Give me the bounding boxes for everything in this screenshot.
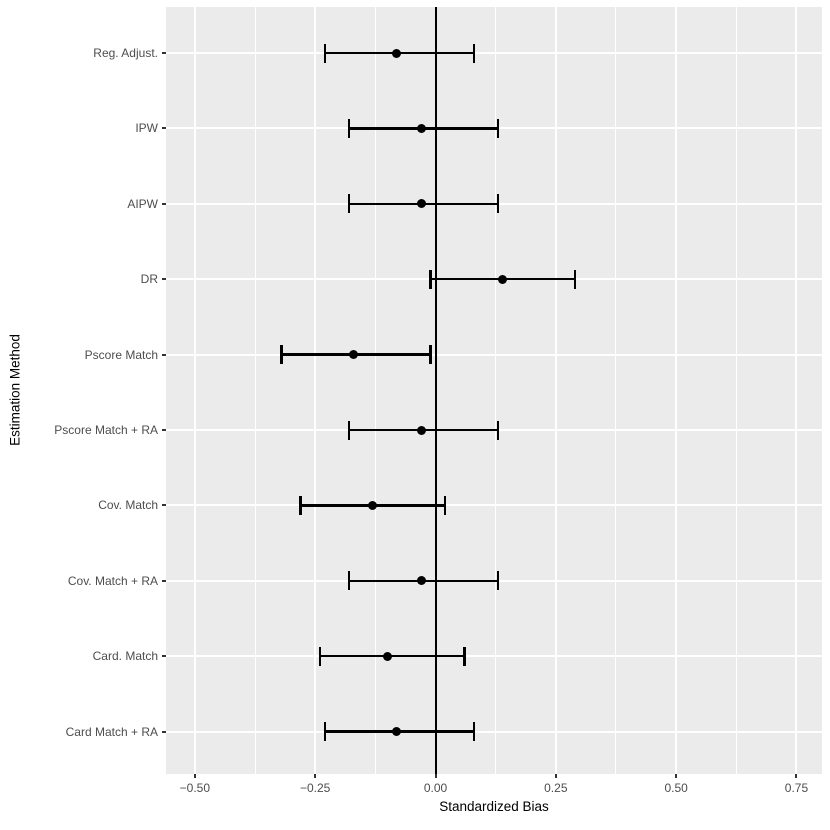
y-axis-tick	[162, 52, 166, 54]
point-estimate	[416, 123, 426, 133]
confidence-interval-cap-left	[280, 345, 283, 365]
y-tick-label: Cov. Match + RA	[67, 573, 158, 588]
gridline-vertical-major	[675, 7, 678, 774]
gridline-horizontal-major	[166, 730, 822, 733]
gridline-vertical-minor	[374, 7, 376, 774]
confidence-interval-cap-left	[318, 646, 322, 666]
confidence-interval-line	[319, 654, 465, 658]
confidence-interval-cap-right	[472, 43, 476, 63]
confidence-interval-cap-left	[347, 194, 351, 214]
gridline-vertical-minor	[254, 7, 256, 774]
y-axis-tick	[162, 353, 166, 356]
confidence-interval-cap-left	[429, 269, 432, 289]
point-estimate	[416, 199, 426, 209]
gridline-horizontal-major	[166, 52, 822, 54]
point-estimate	[382, 651, 392, 661]
y-axis-tick	[162, 429, 166, 431]
y-axis-tick	[162, 504, 166, 507]
y-axis-tick	[162, 202, 166, 205]
gridline-horizontal-major	[166, 655, 822, 658]
confidence-interval-cap-right	[472, 722, 476, 742]
gridline-vertical-minor	[735, 7, 737, 774]
y-tick-label: Cov. Match	[98, 498, 158, 513]
x-tick-label: 0.00	[423, 781, 448, 795]
zero-reference-line	[434, 7, 437, 774]
point-estimate	[392, 48, 402, 58]
y-tick-label: IPW	[135, 121, 158, 136]
gridline-vertical-major	[193, 7, 196, 774]
confidence-interval-cap-right	[496, 118, 500, 138]
confidence-interval-cap-right	[496, 571, 500, 591]
x-axis-tick	[434, 774, 437, 778]
x-axis-tick	[554, 774, 557, 778]
confidence-interval-cap-left	[323, 722, 327, 742]
confidence-interval-cap-left	[323, 43, 327, 63]
confidence-interval-cap-left	[347, 118, 351, 138]
x-axis-tick	[795, 774, 798, 778]
point-estimate	[498, 274, 508, 284]
gridline-vertical-major	[554, 7, 557, 774]
confidence-interval-cap-right	[443, 495, 447, 515]
y-tick-label: Pscore Match	[84, 347, 158, 362]
y-axis-tick	[162, 278, 166, 281]
x-tick-label: −0.25	[299, 781, 331, 795]
confidence-interval-cap-right	[573, 269, 577, 289]
confidence-interval-cap-left	[347, 571, 351, 591]
point-estimate	[349, 350, 359, 360]
x-axis-title: Standardized Bias	[439, 799, 549, 814]
confidence-interval-cap-right	[463, 646, 466, 666]
gridline-vertical-minor	[495, 7, 497, 774]
gridline-vertical-minor	[615, 7, 617, 774]
y-axis-tick	[162, 579, 166, 582]
point-estimate	[416, 576, 426, 586]
x-axis-tick	[193, 774, 196, 778]
y-tick-label: Card. Match	[92, 649, 158, 664]
x-axis-tick	[314, 774, 317, 778]
confidence-interval-cap-right	[429, 345, 432, 365]
confidence-interval-cap-right	[496, 194, 500, 214]
x-tick-label: 0.75	[784, 781, 809, 795]
confidence-interval-cap-left	[347, 420, 351, 440]
x-axis-tick	[675, 774, 678, 778]
gridline-horizontal-major	[166, 504, 822, 507]
confidence-interval-cap-left	[299, 495, 302, 515]
y-tick-label: Card Match + RA	[65, 724, 158, 739]
x-tick-label: −0.50	[179, 781, 211, 795]
y-tick-label: Reg. Adjust.	[93, 46, 158, 60]
gridline-horizontal-major	[166, 353, 822, 356]
confidence-interval-cap-right	[496, 420, 500, 440]
y-tick-label: DR	[140, 272, 158, 287]
gridline-vertical-major	[314, 7, 317, 774]
y-tick-label: AIPW	[127, 196, 158, 211]
point-estimate	[368, 500, 378, 510]
x-tick-label: 0.50	[664, 781, 688, 795]
plot-panel	[166, 7, 822, 774]
y-tick-label: Pscore Match + RA	[54, 423, 158, 437]
y-axis-tick	[162, 655, 166, 658]
y-axis-tick	[162, 730, 166, 733]
x-tick-label: 0.25	[544, 781, 568, 795]
y-axis-tick	[162, 127, 166, 130]
point-estimate	[416, 425, 426, 435]
gridline-vertical-major	[795, 7, 798, 774]
point-estimate	[392, 727, 402, 737]
